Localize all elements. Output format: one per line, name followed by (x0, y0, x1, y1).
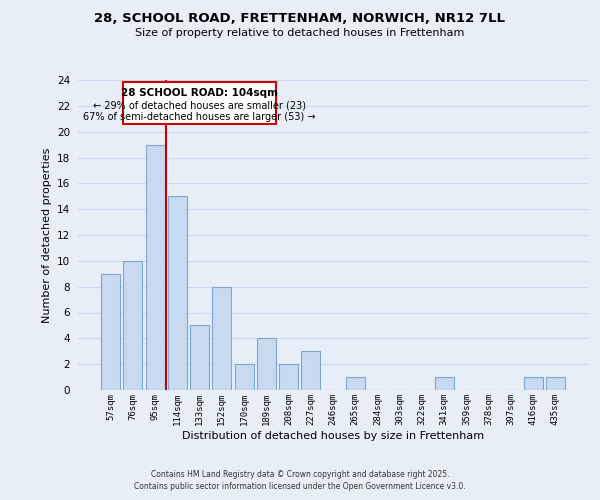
X-axis label: Distribution of detached houses by size in Frettenham: Distribution of detached houses by size … (182, 430, 484, 440)
Bar (190, 326, 209, 390)
Bar (101, 274, 120, 390)
Bar (301, 351, 320, 390)
Bar (524, 377, 542, 390)
Y-axis label: Number of detached properties: Number of detached properties (41, 148, 52, 322)
Bar (279, 364, 298, 390)
Bar (435, 377, 454, 390)
Text: 67% of semi-detached houses are larger (53) →: 67% of semi-detached houses are larger (… (83, 112, 316, 122)
Bar (124, 261, 142, 390)
Bar (168, 196, 187, 390)
Bar (235, 364, 254, 390)
Text: Contains public sector information licensed under the Open Government Licence v3: Contains public sector information licen… (134, 482, 466, 491)
Text: 28 SCHOOL ROAD: 104sqm: 28 SCHOOL ROAD: 104sqm (121, 88, 278, 99)
Bar (146, 144, 164, 390)
Bar (257, 338, 276, 390)
FancyBboxPatch shape (123, 82, 276, 124)
Text: Size of property relative to detached houses in Frettenham: Size of property relative to detached ho… (136, 28, 464, 38)
Text: Contains HM Land Registry data © Crown copyright and database right 2025.: Contains HM Land Registry data © Crown c… (151, 470, 449, 479)
Bar (212, 286, 231, 390)
Bar (346, 377, 365, 390)
Bar (546, 377, 565, 390)
Text: ← 29% of detached houses are smaller (23): ← 29% of detached houses are smaller (23… (93, 100, 306, 110)
Text: 28, SCHOOL ROAD, FRETTENHAM, NORWICH, NR12 7LL: 28, SCHOOL ROAD, FRETTENHAM, NORWICH, NR… (95, 12, 505, 26)
